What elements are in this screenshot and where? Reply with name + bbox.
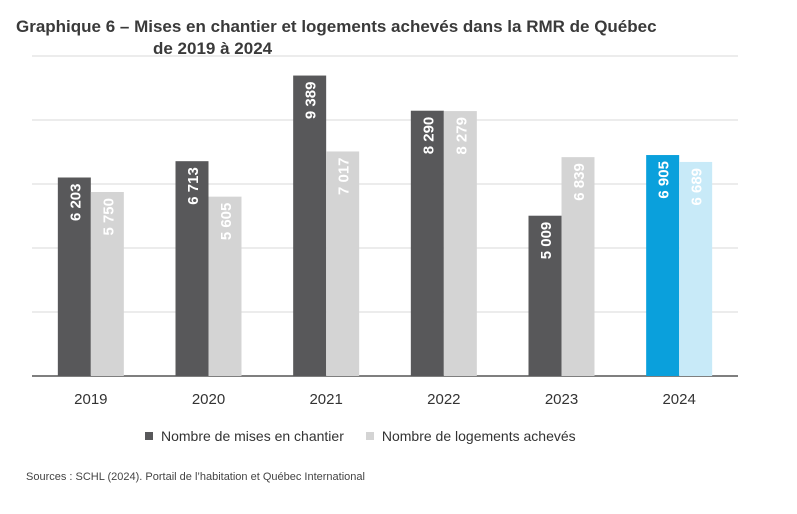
x-tick-label-2019: 2019	[74, 391, 107, 408]
legend-item-completed: Nombre de logements achevés	[365, 428, 576, 444]
bar-completed-2021	[326, 151, 360, 376]
bar-starts-2020	[175, 161, 209, 376]
data-label-completed-2022: 8 279	[453, 117, 470, 155]
legend-label-completed: Nombre de logements achevés	[381, 428, 576, 444]
x-tick-label-2024: 2024	[662, 391, 695, 408]
x-tick-label-2023: 2023	[545, 391, 578, 408]
bar-completed-2023	[561, 157, 595, 376]
data-label-starts-2019: 6 203	[67, 184, 84, 222]
legend: Nombre de mises en chantier Nombre de lo…	[145, 428, 598, 444]
data-label-starts-2023: 5 009	[538, 222, 555, 260]
data-label-starts-2020: 6 713	[185, 167, 202, 205]
chart-title: Graphique 6 – Mises en chantier et logem…	[16, 16, 657, 60]
legend-item-starts: Nombre de mises en chantier	[145, 428, 344, 444]
bar-completed-2024	[679, 161, 713, 376]
data-label-completed-2021: 7 017	[336, 157, 353, 195]
bar-starts-2022	[410, 110, 444, 376]
chart-title-line2: de 2019 à 2024	[153, 39, 273, 58]
data-label-starts-2021: 9 389	[303, 82, 320, 120]
bar-completed-2020	[208, 196, 242, 376]
x-tick-label-2021: 2021	[309, 391, 342, 408]
data-label-starts-2024: 6 905	[656, 161, 673, 199]
bar-starts-2021	[293, 75, 327, 376]
data-label-completed-2020: 5 605	[218, 203, 235, 241]
data-label-completed-2023: 6 839	[571, 163, 588, 201]
chart-title-line1: Graphique 6 – Mises en chantier et logem…	[16, 17, 657, 36]
source-note: Sources : SCHL (2024). Portail de l’habi…	[26, 471, 365, 483]
x-tick-label-2022: 2022	[427, 391, 460, 408]
data-label-completed-2019: 5 750	[100, 198, 117, 236]
bar-completed-2019	[90, 192, 124, 376]
bar-starts-2024	[646, 155, 680, 376]
bar-completed-2022	[443, 111, 477, 377]
legend-label-starts: Nombre de mises en chantier	[161, 428, 344, 444]
bar-starts-2023	[528, 215, 562, 376]
x-tick-label-2020: 2020	[192, 391, 225, 408]
data-label-completed-2024: 6 689	[689, 168, 706, 206]
legend-swatch-completed	[365, 432, 374, 440]
data-label-starts-2022: 8 290	[420, 117, 437, 155]
bar-starts-2019	[57, 177, 91, 376]
legend-swatch-starts	[145, 432, 153, 440]
